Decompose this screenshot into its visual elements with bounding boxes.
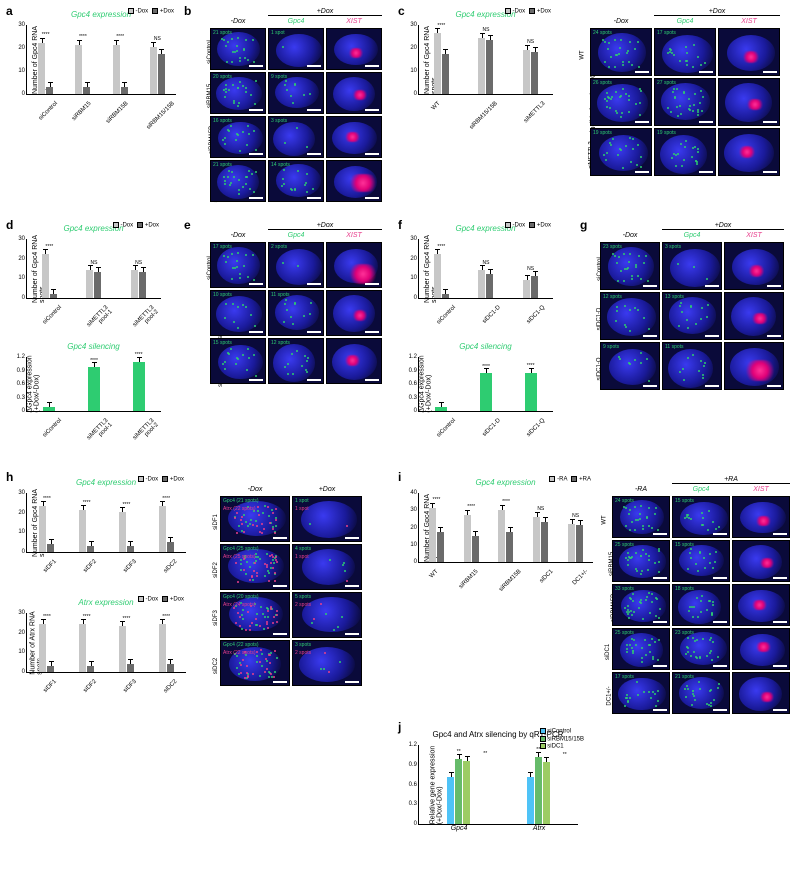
chart-a: Gpc4 expression -Dox +DoxNumber of Gpc4 … (26, 10, 176, 101)
chart-d-top: Gpc4 expression -Dox +DoxNumber of Gpc4 … (26, 224, 161, 311)
chart-h-top: Gpc4 expression -Dox +DoxNumber of Gpc4 … (26, 478, 186, 559)
chart-f-top: Gpc4 expression -Dox +DoxNumber of Gpc4 … (418, 224, 553, 305)
chart-f-bot: Gpc4 silencingΔGpc4 expression(+Dox/-Dox… (418, 342, 553, 418)
panel-d-label: d (6, 218, 13, 232)
panel-f-label: f (398, 218, 402, 232)
panel-b-label: b (184, 4, 191, 18)
panel-h-label: h (6, 470, 13, 484)
chart-j: Gpc4 and Atrx silencing by qRT-PCR siCon… (418, 730, 578, 832)
panel-g-label: g (580, 218, 587, 232)
chart-h-bot: Atrx expression -Dox +DoxNumber of Atrx … (26, 598, 186, 679)
chart-i: Gpc4 expression -RA +RANumber of Gpc4 RN… (418, 478, 593, 569)
panel-e-label: e (184, 218, 191, 232)
panel-i-label: i (398, 470, 401, 484)
chart-c: Gpc4 expression -Dox +DoxNumber of Gpc4 … (418, 10, 553, 101)
panel-j-label: j (398, 720, 401, 734)
panel-c-label: c (398, 4, 405, 18)
panel-a-label: a (6, 4, 13, 18)
chart-d-bot: Gpc4 silencingΔGpc4 expression(+Dox/-Dox… (26, 342, 161, 424)
